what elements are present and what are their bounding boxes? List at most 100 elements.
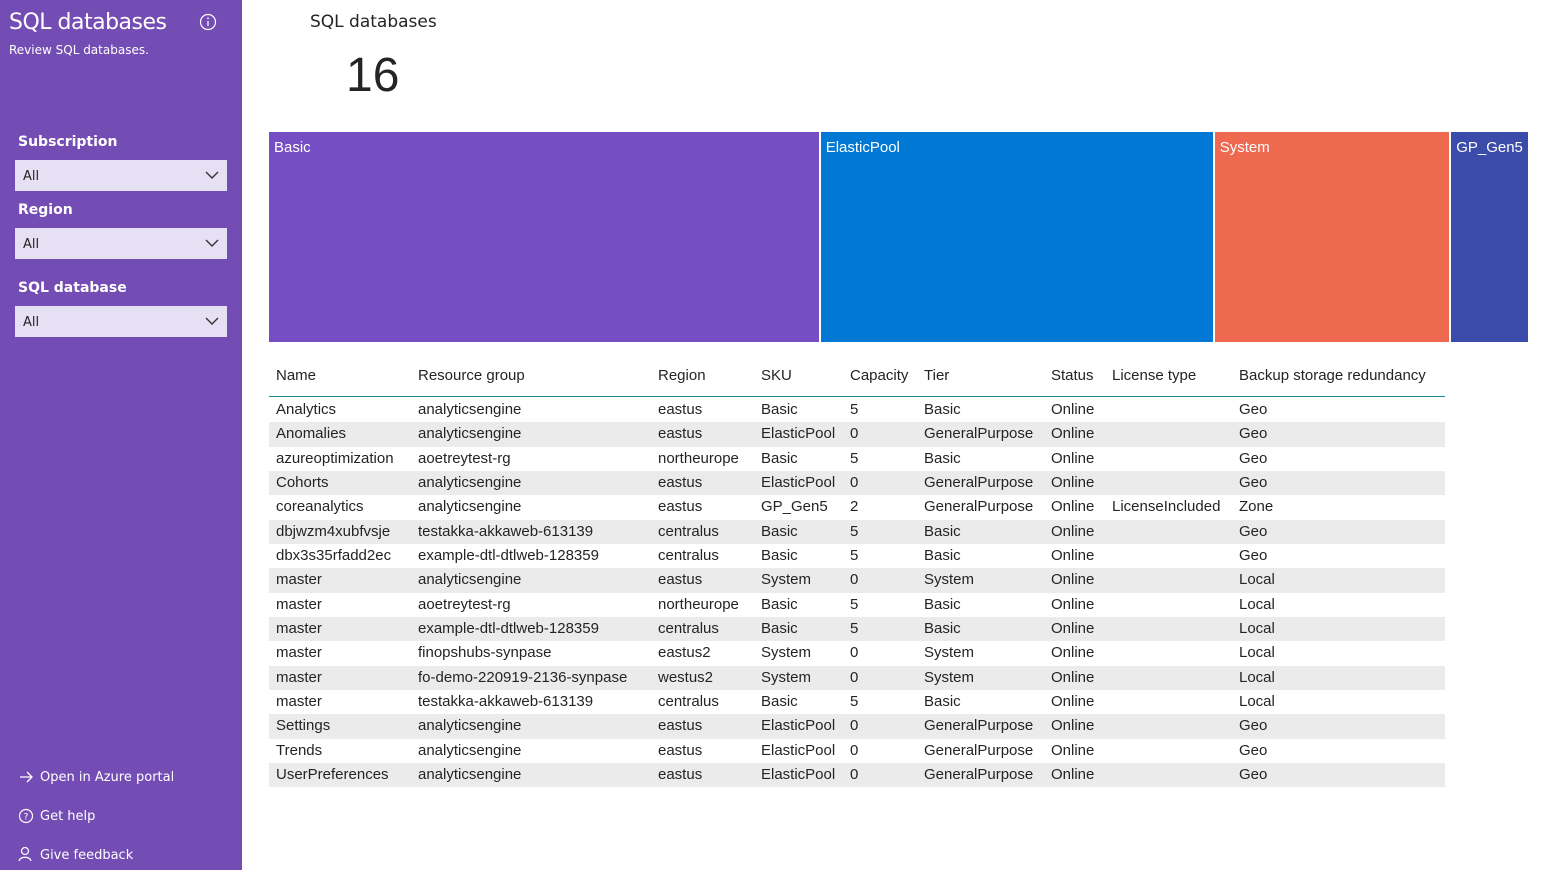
table-row: master finopshubs-synpase eastus2 System 0 Sy…: [269, 641, 1445, 666]
table-cell: eastus: [658, 498, 703, 516]
table-cell: eastus2: [658, 644, 711, 662]
link[interactable]: Get help: [40, 809, 96, 824]
table-cell: Online: [1051, 668, 1095, 686]
filter-dropdown[interactable]: All: [15, 228, 227, 259]
table-cell: Anomalies: [276, 425, 347, 443]
table-cell: Local: [1239, 571, 1275, 589]
table-cell: LicenseIncluded: [1112, 498, 1221, 516]
sidebar: SQL databases Review SQL databases. Subs…: [0, 0, 242, 870]
table-row: master fo-demo-220919-2136-synpase westus2…: [269, 665, 1445, 690]
table-cell: Cohorts: [276, 473, 329, 491]
table-cell: Online: [1051, 498, 1095, 516]
table-cell: master: [276, 668, 322, 686]
table-cell: Geo: [1239, 425, 1268, 443]
table-row: Cohorts analyticsengine eastus ElasticPool 0…: [269, 470, 1445, 496]
table-cell: master: [276, 692, 322, 710]
treemap: Basic ElasticPool System GP_Gen5: [269, 132, 1530, 342]
table-cell: ElasticPool: [761, 425, 836, 443]
table-cell: Geo: [1239, 401, 1268, 418]
table-cell: master: [276, 595, 322, 613]
table-cell: Local: [1239, 619, 1275, 637]
table-cell: Geo: [1239, 449, 1268, 467]
table-cell: northeurope: [658, 595, 739, 613]
filter-dropdown[interactable]: All: [15, 306, 227, 337]
treemap-tile: Basic: [269, 132, 819, 342]
table-cell: analyticsengine: [418, 473, 522, 491]
table-cell: eastus: [658, 717, 703, 735]
table-cell: Geo: [1239, 546, 1268, 564]
table-cell: Basic: [761, 522, 798, 540]
table-cell: Trends: [276, 741, 323, 759]
table-cell: Online: [1051, 473, 1095, 491]
card-title: SQL databases: [310, 12, 437, 32]
filter-value: All: [23, 169, 40, 184]
table-cell: 5: [850, 449, 859, 467]
column-header: Status: [1051, 367, 1094, 384]
table-row: UserPreferences analyticsengine eastus Elas…: [269, 762, 1445, 788]
table-cell: analyticsengine: [418, 425, 522, 443]
table-cell: Basic: [761, 595, 798, 613]
table-cell: centralus: [658, 522, 719, 540]
column-header: Capacity: [850, 367, 909, 384]
table-cell: Geo: [1239, 717, 1268, 735]
table-cell: 2: [850, 498, 859, 516]
table-cell: azureoptimization: [276, 449, 394, 467]
table-row: Settings analyticsengine eastus ElasticPool…: [269, 714, 1445, 739]
table-cell: eastus: [658, 765, 703, 783]
table-row: dbjwzm4xubfvsje testakka-akkaweb-613139 ce…: [269, 519, 1445, 544]
tile-label: GP_Gen5: [1456, 139, 1523, 156]
table-cell: Local: [1239, 644, 1275, 662]
table-cell: aoetreytest-rg: [418, 449, 511, 467]
table-cell: Geo: [1239, 522, 1268, 540]
table-cell: Online: [1051, 522, 1095, 540]
column-header: Region: [658, 367, 706, 384]
table-cell: UserPreferences: [276, 765, 389, 783]
table-cell: ElasticPool: [761, 717, 836, 735]
filter-value: All: [23, 315, 40, 330]
link[interactable]: Open in Azure portal: [40, 770, 175, 785]
table-cell: Basic: [924, 619, 961, 637]
table-cell: Online: [1051, 401, 1095, 418]
table-cell: eastus: [658, 401, 703, 418]
table-cell: GeneralPurpose: [924, 425, 1034, 443]
table-cell: fo-demo-220919-2136-synpase: [418, 668, 628, 686]
table-cell: 0: [850, 425, 859, 443]
table-cell: coreanalytics: [276, 498, 364, 516]
table-cell: eastus: [658, 571, 703, 589]
treemap-tile: GP_Gen5: [1451, 132, 1528, 342]
filter-dropdown[interactable]: All: [15, 160, 227, 191]
table-row: master aoetreytest-rg northeurope Basic 5 Bas…: [269, 592, 1445, 617]
table-cell: 5: [850, 546, 859, 564]
sidebar-subtitle: Review SQL databases.: [9, 43, 149, 57]
table-cell: System: [761, 644, 812, 662]
table-row: master testakka-akkaweb-613139 centralus Ba…: [269, 689, 1445, 715]
column-header: License type: [1112, 367, 1197, 384]
arrow-icon: [20, 771, 33, 783]
header-divider: [269, 396, 1445, 397]
table-cell: eastus: [658, 741, 703, 759]
link[interactable]: Give feedback: [40, 848, 134, 863]
table-cell: ElasticPool: [761, 765, 836, 783]
table-row: master example-dtl-dtlweb-128359 centralus…: [269, 616, 1445, 642]
table-cell: 5: [850, 619, 859, 637]
filter-label: Subscription: [18, 134, 118, 150]
table-cell: System: [924, 668, 975, 686]
table-cell: master: [276, 571, 322, 589]
table-cell: analyticsengine: [418, 571, 522, 589]
table-cell: GeneralPurpose: [924, 717, 1034, 735]
info-icon[interactable]: [199, 13, 217, 31]
table-row: Analytics analyticsengine eastus Basic 5 Basi…: [269, 398, 1445, 423]
table-cell: 0: [850, 717, 859, 735]
table-cell: 0: [850, 741, 859, 759]
table-cell: Online: [1051, 619, 1095, 637]
sidebar-title: SQL databases: [9, 10, 167, 35]
table-cell: Online: [1051, 425, 1095, 443]
table-cell: Local: [1239, 692, 1275, 710]
table-cell: Online: [1051, 571, 1095, 589]
table-cell: analyticsengine: [418, 498, 522, 516]
table-cell: centralus: [658, 619, 719, 637]
column-header: Backup storage redundancy: [1239, 367, 1426, 384]
table-cell: Geo: [1239, 741, 1268, 759]
table-cell: Basic: [761, 619, 798, 637]
